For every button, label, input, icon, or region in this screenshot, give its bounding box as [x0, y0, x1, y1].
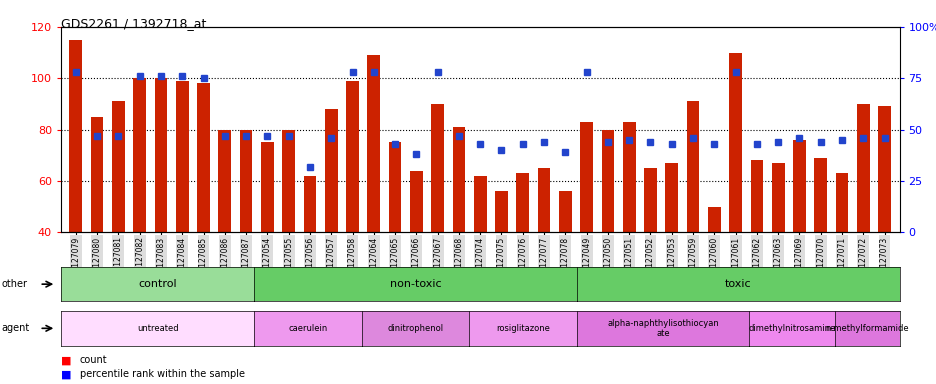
- Text: control: control: [139, 279, 177, 289]
- Bar: [345, 81, 358, 232]
- Bar: [494, 191, 507, 232]
- Text: ■: ■: [61, 369, 71, 379]
- Bar: [856, 104, 869, 232]
- Bar: [388, 142, 401, 232]
- Bar: [474, 176, 486, 232]
- Bar: [282, 130, 295, 232]
- Bar: [708, 207, 720, 232]
- Bar: [579, 122, 592, 232]
- Text: toxic: toxic: [724, 279, 751, 289]
- Bar: [133, 78, 146, 232]
- Text: alpha-naphthylisothiocyan
ate: alpha-naphthylisothiocyan ate: [607, 319, 718, 338]
- Text: count: count: [80, 355, 107, 365]
- Text: GDS2261 / 1392718_at: GDS2261 / 1392718_at: [61, 17, 206, 30]
- Bar: [686, 101, 698, 232]
- Bar: [218, 130, 231, 232]
- Text: percentile rank within the sample: percentile rank within the sample: [80, 369, 244, 379]
- Bar: [750, 161, 763, 232]
- Bar: [516, 173, 529, 232]
- Bar: [728, 53, 741, 232]
- Text: other: other: [2, 279, 28, 289]
- Bar: [601, 130, 614, 232]
- Bar: [410, 170, 422, 232]
- Bar: [835, 173, 847, 232]
- Bar: [665, 163, 678, 232]
- Bar: [537, 168, 549, 232]
- Text: agent: agent: [2, 323, 30, 333]
- Bar: [176, 81, 188, 232]
- Bar: [197, 83, 210, 232]
- Bar: [240, 130, 252, 232]
- Text: dinitrophenol: dinitrophenol: [388, 324, 444, 333]
- Text: dimethylnitrosamine: dimethylnitrosamine: [748, 324, 835, 333]
- Bar: [643, 168, 656, 232]
- Bar: [431, 104, 444, 232]
- Bar: [792, 140, 805, 232]
- Bar: [367, 55, 380, 232]
- Bar: [69, 40, 82, 232]
- Bar: [154, 78, 168, 232]
- Bar: [877, 106, 890, 232]
- Bar: [771, 163, 783, 232]
- Bar: [452, 127, 465, 232]
- Bar: [559, 191, 571, 232]
- Bar: [303, 176, 316, 232]
- Bar: [813, 158, 826, 232]
- Bar: [622, 122, 635, 232]
- Text: n-methylformamide: n-methylformamide: [825, 324, 908, 333]
- Text: non-toxic: non-toxic: [389, 279, 441, 289]
- Text: caerulein: caerulein: [288, 324, 328, 333]
- Text: untreated: untreated: [137, 324, 178, 333]
- Bar: [112, 101, 124, 232]
- Text: ■: ■: [61, 355, 71, 365]
- Bar: [261, 142, 273, 232]
- Bar: [91, 117, 103, 232]
- Bar: [325, 109, 337, 232]
- Text: rosiglitazone: rosiglitazone: [496, 324, 549, 333]
